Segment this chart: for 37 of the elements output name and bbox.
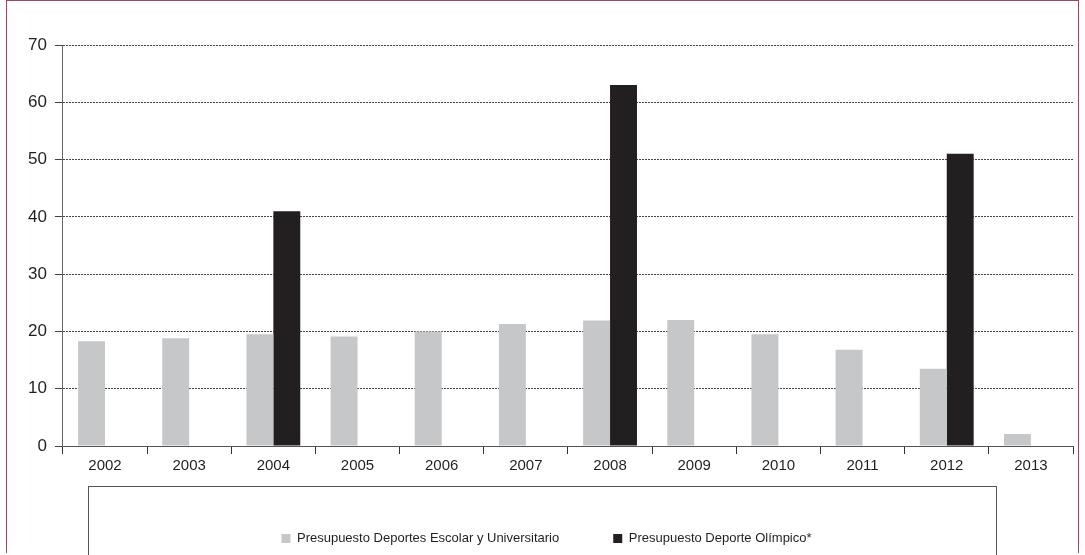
x-tick-label: 2005	[340, 456, 375, 474]
y-tick-label: 10	[27, 378, 47, 398]
bar	[583, 320, 611, 446]
bar	[919, 368, 947, 446]
y-tick-label: 50	[27, 149, 47, 169]
bar	[330, 336, 358, 446]
x-tick-label: 2012	[930, 456, 964, 474]
bar	[667, 319, 695, 446]
bar	[273, 211, 301, 446]
x-tick-label: 2009	[677, 456, 711, 474]
x-tick-label: 2008	[593, 456, 627, 474]
y-tick-label: 0	[37, 435, 47, 455]
y-tick-label: 60	[27, 91, 47, 111]
y-tick-label: 40	[27, 206, 47, 226]
bar	[498, 323, 526, 446]
bar	[946, 153, 974, 446]
bar	[414, 331, 442, 446]
x-tick-label: 2002	[88, 456, 122, 474]
x-tick-label: 2003	[172, 456, 206, 474]
legend-label: Presupuesto Deporte Olímpico*	[628, 530, 812, 546]
x-tick-label: 2011	[846, 456, 879, 474]
x-tick-label: 2004	[256, 456, 291, 474]
y-tick-label: 30	[27, 263, 47, 283]
bar	[246, 334, 274, 446]
bar	[835, 349, 863, 446]
x-tick-label: 2006	[425, 456, 459, 474]
y-tick-label: 70	[27, 34, 47, 54]
bar	[610, 85, 637, 446]
bar	[1003, 433, 1031, 446]
x-tick-label: 2013	[1014, 456, 1048, 474]
bar	[78, 341, 105, 446]
y-tick-label: 20	[27, 321, 47, 341]
legend-label: Presupuesto Deportes Escolar y Universitario	[296, 530, 560, 546]
bar	[751, 334, 779, 446]
bar	[162, 338, 190, 446]
x-tick-label: 2010	[761, 456, 796, 474]
x-tick-label: 2007	[509, 456, 543, 474]
